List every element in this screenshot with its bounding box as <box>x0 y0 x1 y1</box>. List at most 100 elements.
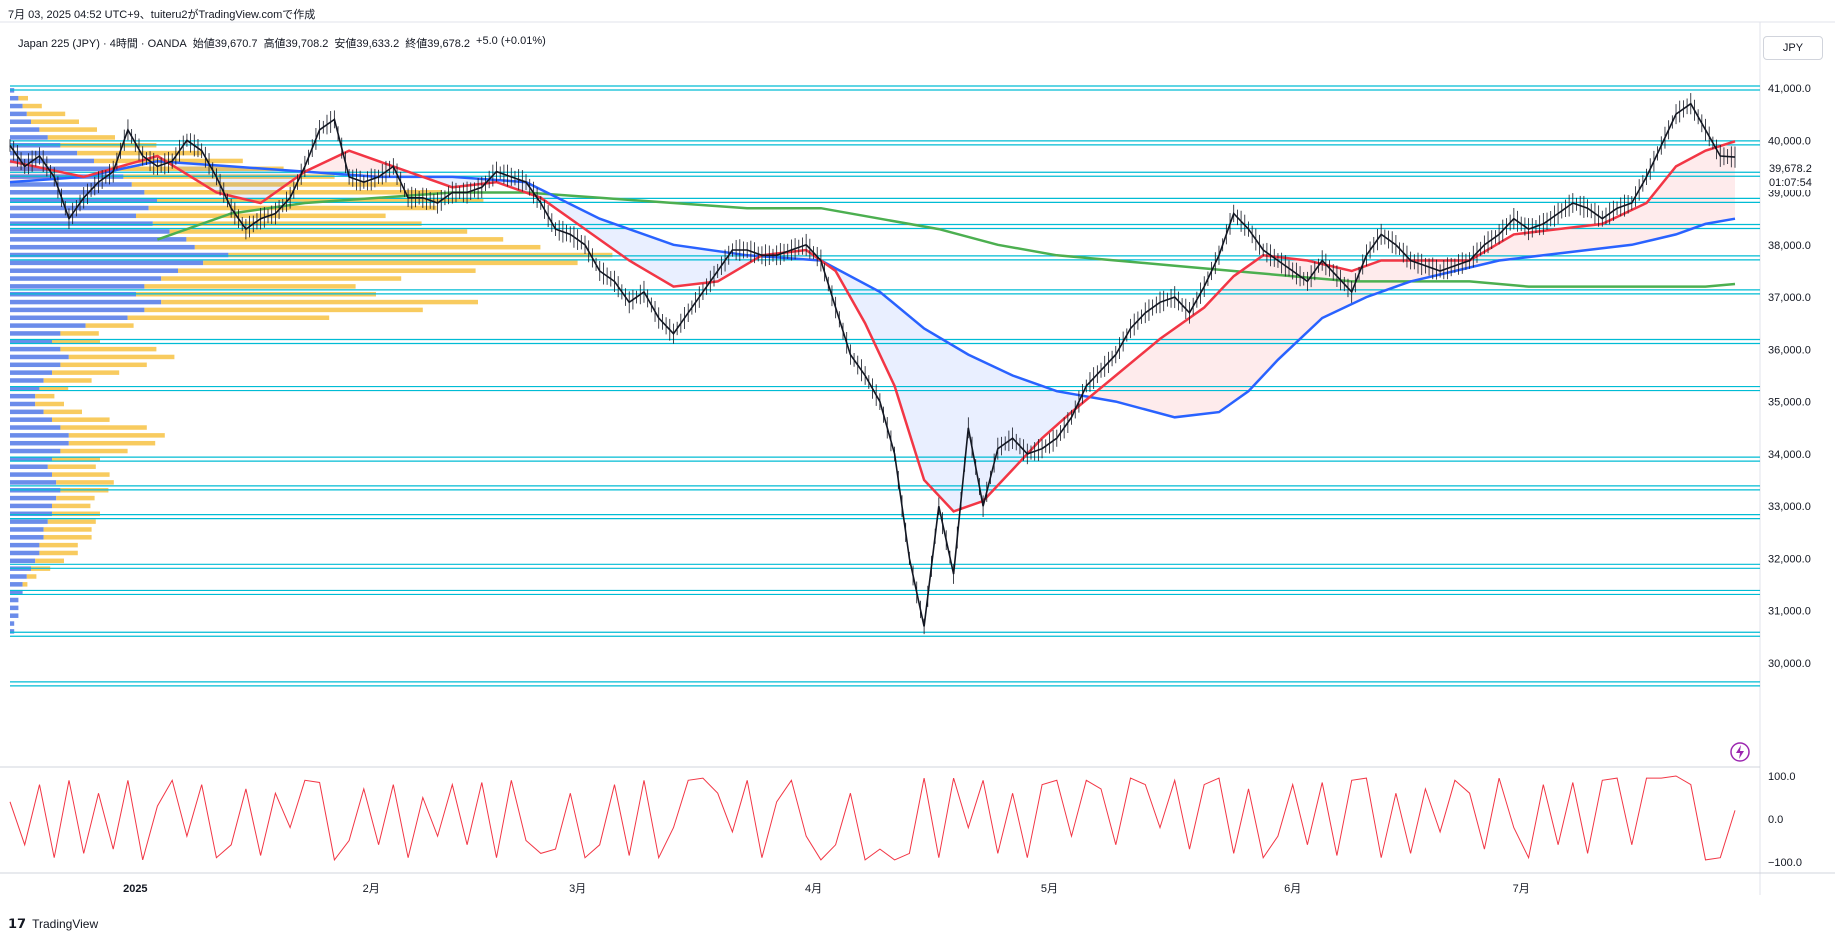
volume-profile-bar-buy <box>10 417 52 422</box>
volume-profile-bar-sell <box>68 354 175 360</box>
oscillator-tick-label: 0.0 <box>1768 814 1783 826</box>
volume-profile-bar-buy <box>10 550 40 556</box>
volume-profile-bar-buy <box>10 597 19 603</box>
time-tick-label: 6月 <box>1284 883 1301 895</box>
volume-profile-bar-sell <box>52 339 100 344</box>
volume-profile-bar-sell <box>52 503 91 509</box>
volume-profile-bar-buy <box>10 237 187 242</box>
volume-profile-bar-buy <box>10 527 44 532</box>
volume-profile-bar-sell <box>186 237 504 242</box>
countdown-timer: 01:07:54 <box>1769 177 1812 189</box>
volume-profile-bar-sell <box>161 299 478 305</box>
oscillator-pane <box>9 775 1736 862</box>
volume-profile-bar-sell <box>43 378 92 383</box>
volume-profile-bar-buy <box>10 252 229 258</box>
volume-profile-bar-sell <box>152 221 422 226</box>
last-price-value: 39,678.2 <box>1769 163 1812 175</box>
horizontal-levels <box>10 85 1760 687</box>
ma-blue-line[interactable] <box>9 159 1736 419</box>
volume-profile-bar-buy <box>10 613 19 618</box>
volume-profile-bar-sell <box>178 268 476 273</box>
volume-profile-bar-buy <box>10 535 44 540</box>
volume-profile-bar-sell <box>26 111 66 117</box>
volume-profile-bar-buy <box>10 260 204 266</box>
volume-profile-bar-sell <box>26 574 37 579</box>
price-tick-label: 41,000.0 <box>1768 83 1811 95</box>
time-tick-label: 7月 <box>1513 883 1530 895</box>
bearish-fill-area <box>430 176 762 287</box>
volume-profile-bar-buy <box>10 409 44 415</box>
volume-profile-bar-sell <box>52 472 110 477</box>
volume-profile-bar-buy <box>10 503 52 509</box>
volume-profile-bar-sell <box>228 252 613 258</box>
close-value: 終値39,678.2 <box>405 38 471 50</box>
volume-profile-bar-buy <box>10 244 195 250</box>
tradingview-logo-icon: 𝟭𝟳 <box>8 916 27 931</box>
volume-profile-bar-sell <box>144 307 423 313</box>
volume-profile-bar-buy <box>10 339 52 344</box>
price-tick-label: 39,000.0 <box>1768 188 1811 200</box>
volume-profile-bar-buy <box>10 558 36 564</box>
volume-profile-bar-buy <box>10 519 48 524</box>
volume-profile-bar-buy <box>10 103 23 109</box>
price-tick-label: 34,000.0 <box>1768 449 1811 461</box>
volume-profile-bar-buy <box>10 276 162 281</box>
symbol-title[interactable]: Japan 225 (JPY) · 4時間 · OANDA <box>18 38 187 50</box>
volume-profile-bar-sell <box>110 166 284 172</box>
volume-profile-bar-buy <box>10 401 36 407</box>
volume-profile-bar-sell <box>194 244 541 250</box>
time-axis[interactable]: 2025 2月 3月 4月 5月 6月 7月 <box>123 883 1530 895</box>
time-tick-label: 2025 <box>123 883 147 895</box>
price-tick-label: 38,000.0 <box>1768 240 1811 252</box>
price-tick-label: 37,000.0 <box>1768 292 1811 304</box>
volume-profile-bar-sell <box>43 535 92 540</box>
volume-profile-bar-buy <box>10 448 61 454</box>
volume-profile-bar-buy <box>10 605 19 611</box>
time-tick-label: 2月 <box>363 883 380 895</box>
price-series <box>9 93 1736 635</box>
volume-profile-bar-sell <box>131 182 401 187</box>
volume-profile-bar-buy <box>10 440 69 446</box>
volume-profile-bar-sell <box>68 433 165 438</box>
volume-profile-bar-sell <box>127 315 330 320</box>
volume-profile-bar-buy <box>10 433 69 438</box>
volume-profile-bar-sell <box>39 127 97 132</box>
oscillator-axis[interactable]: 100.0 0.0 −100.0 <box>1768 771 1802 869</box>
volume-profile-bar-buy <box>10 331 61 336</box>
last-price-tag: 39,678.2 01:07:54 <box>1762 160 1835 190</box>
volume-profile-bar-buy <box>10 190 145 195</box>
volume-profile-bar-buy <box>10 111 27 117</box>
volume-profile-bar-sell <box>22 103 42 109</box>
open-value: 始値39,670.7 <box>192 38 258 50</box>
volume-profile-bar-sell <box>203 260 578 266</box>
price-axis[interactable]: 41,000.0 40,000.0 39,000.0 38,000.0 37,000.0… <box>1768 83 1811 670</box>
volume-profile-bar-buy <box>10 589 23 595</box>
volume-profile-bar-buy <box>10 158 94 164</box>
tradingview-logo[interactable]: 𝟭𝟳 TradingView <box>8 916 98 932</box>
oscillator-line[interactable] <box>9 775 1736 862</box>
volume-profile-bar-buy <box>10 370 52 375</box>
high-value: 高値39,708.2 <box>263 38 329 50</box>
alert-icon[interactable] <box>1730 742 1750 762</box>
volume-profile-bar-sell <box>56 495 95 501</box>
volume-profile-bar-buy <box>10 393 36 399</box>
volume-profile-bar-sell <box>60 346 157 352</box>
volume-profile-bar-buy <box>10 495 57 501</box>
price-tick-label: 33,000.0 <box>1768 501 1811 513</box>
volume-profile-bar-sell <box>52 456 100 462</box>
volume-profile-bar-sell <box>60 362 147 368</box>
volume-profile-bar-buy <box>10 119 31 124</box>
volume-profile-bar-buy <box>10 221 153 226</box>
volume-profile-bar-buy <box>10 315 128 320</box>
oscillator-tick-label: 100.0 <box>1768 771 1796 783</box>
currency-button[interactable]: JPY <box>1763 36 1823 60</box>
change-value: +5.0 (+0.01%) <box>476 35 546 47</box>
volume-profile-bar-buy <box>10 425 61 430</box>
volume-profile-bar-buy <box>10 378 44 383</box>
price-tick-label: 40,000.0 <box>1768 135 1811 147</box>
volume-profile-bar-buy <box>10 511 52 517</box>
symbol-legend[interactable]: Japan 225 (JPY) · 4時間 · OANDA 始値39,670.7… <box>18 35 546 51</box>
volume-profile-bar-sell <box>35 401 64 407</box>
volume-profile-bar-sell <box>60 425 147 430</box>
